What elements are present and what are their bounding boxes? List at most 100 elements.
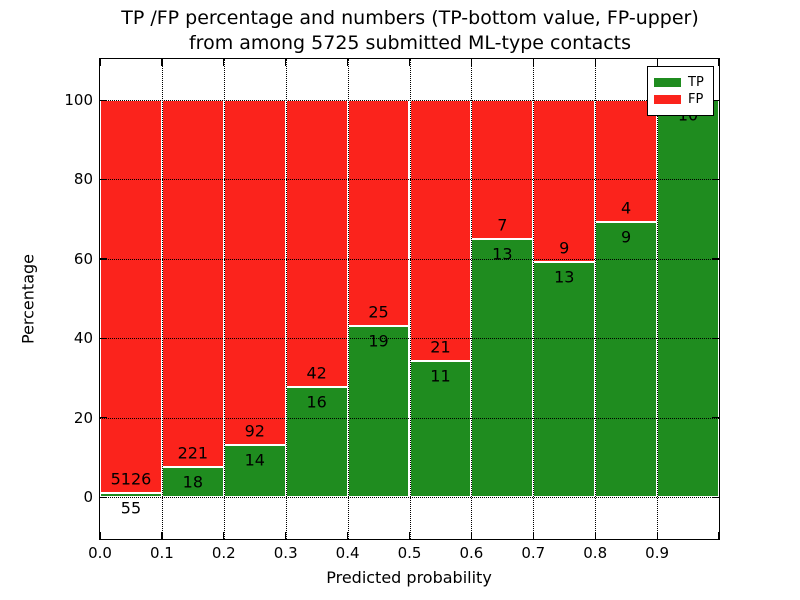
bar-segment-fp [409, 100, 472, 361]
bar-segment-tp [100, 492, 162, 497]
x-tick-label: 0.9 [645, 544, 670, 562]
legend-label-tp: TP [688, 75, 704, 90]
y-tick-label: 0 [83, 488, 93, 506]
x-tick-label: 0.1 [149, 544, 174, 562]
bar-label-fp: 25 [368, 302, 389, 322]
y-tickmark-left [100, 99, 107, 101]
bar-segment-tp [533, 262, 596, 497]
y-tick-label: 40 [73, 329, 93, 348]
x-tickmark-top [347, 59, 349, 66]
v-gridline [409, 59, 411, 539]
x-tickmark-bottom [347, 532, 349, 539]
y-tickmark-right [712, 258, 719, 260]
y-axis-title: Percentage [18, 253, 38, 345]
y-tickmark-left [100, 417, 107, 419]
x-tick-label: 0.4 [335, 544, 360, 562]
y-tickmark-right [712, 99, 719, 101]
bar-segment-tp [409, 360, 472, 497]
v-gridline [285, 59, 287, 539]
v-gridline [471, 59, 473, 539]
x-tickmark-top [656, 59, 658, 66]
y-tickmark-left [100, 258, 107, 260]
legend: TP FP [647, 66, 714, 116]
bar-label-tp: 18 [182, 472, 204, 492]
fp-swatch-icon [654, 95, 681, 104]
x-tickmark-bottom [594, 532, 596, 539]
x-tick-label: 0.6 [459, 544, 484, 562]
y-tickmark-left [100, 178, 107, 181]
x-tickmark-top [718, 59, 720, 66]
x-tickmark-top [223, 59, 225, 66]
bar-label-fp: 5126 [110, 469, 152, 489]
bar-label-tp: 13 [492, 244, 513, 264]
bar-label-fp: 42 [306, 363, 327, 383]
y-tick-label: 80 [73, 170, 93, 189]
bar-label-fp: 7 [497, 215, 508, 235]
v-gridline [595, 59, 597, 539]
x-tickmark-top [594, 59, 596, 66]
x-tickmark-bottom [718, 532, 720, 539]
y-tick-label: 20 [73, 408, 93, 427]
bar-segment-fp [100, 100, 162, 493]
y-tickmark-right [712, 496, 719, 498]
x-tick-label: 0.0 [88, 544, 112, 562]
bar-label-tp: 13 [554, 267, 575, 287]
v-gridline [161, 59, 163, 539]
y-tickmark-right [712, 337, 719, 339]
v-gridline [657, 59, 659, 539]
bar-label-tp: 55 [120, 498, 142, 518]
bar-segment-fp [161, 100, 224, 468]
y-tick-label: 60 [73, 249, 93, 268]
tp-swatch-icon [654, 78, 681, 87]
y-tickmark-right [712, 178, 719, 181]
legend-item-fp: FP [654, 92, 707, 107]
bar-label-tp: 11 [430, 366, 451, 386]
x-tickmark-bottom [470, 532, 473, 539]
bar-segment-fp [347, 100, 410, 326]
bar-segment-tp [347, 325, 410, 497]
x-tickmark-top [470, 59, 473, 66]
x-tickmark-bottom [656, 532, 658, 539]
bar-label-fp: 9 [559, 238, 570, 258]
bar-segment-tp [285, 387, 348, 497]
y-tickmark-right [712, 417, 719, 419]
bar-label-fp: 4 [621, 198, 632, 218]
bar-segment-tp [657, 100, 719, 497]
y-tickmark-left [100, 337, 107, 339]
bar-segment-fp [533, 100, 596, 263]
x-tickmark-top [99, 59, 101, 66]
chart-title: TP /FP percentage and numbers (TP-bottom… [121, 6, 699, 56]
bar-label-fp: 21 [430, 337, 451, 357]
v-gridline [347, 59, 349, 539]
x-tickmark-bottom [285, 532, 287, 539]
bar-label-tp: 9 [621, 227, 632, 247]
x-tick-label: 0.3 [273, 544, 298, 562]
x-tick-label: 0.7 [521, 544, 546, 562]
chart-title-line2: from among 5725 submitted ML-type contac… [188, 32, 632, 54]
bar-label-tp: 14 [244, 450, 265, 470]
x-tickmark-top [532, 59, 534, 66]
bar-segment-fp [223, 100, 286, 445]
plot-area: 5551261822114921642192511211371399410 TP… [99, 58, 720, 540]
bar-segment-fp [595, 100, 658, 223]
x-axis-title: Predicted probability [326, 568, 492, 587]
bar-segment-tp [471, 238, 534, 497]
v-gridline [223, 59, 225, 539]
x-tickmark-top [408, 59, 411, 66]
x-tickmark-top [161, 59, 163, 66]
bar-label-fp: 221 [177, 443, 209, 463]
y-tickmark-left [100, 496, 107, 498]
chart-title-line1: TP /FP percentage and numbers (TP-bottom… [121, 7, 699, 29]
y-tick-label: 100 [64, 91, 93, 109]
x-tickmark-bottom [223, 532, 225, 539]
x-tickmark-bottom [99, 532, 101, 539]
bar-label-tp: 16 [306, 392, 327, 412]
x-tickmark-bottom [408, 532, 411, 539]
x-tick-label: 0.5 [397, 544, 422, 562]
bar-segment-fp [285, 100, 348, 388]
x-tickmark-bottom [532, 532, 534, 539]
x-tick-label: 0.8 [583, 544, 608, 562]
bar-label-tp: 19 [368, 331, 389, 351]
x-tickmark-bottom [161, 532, 163, 539]
